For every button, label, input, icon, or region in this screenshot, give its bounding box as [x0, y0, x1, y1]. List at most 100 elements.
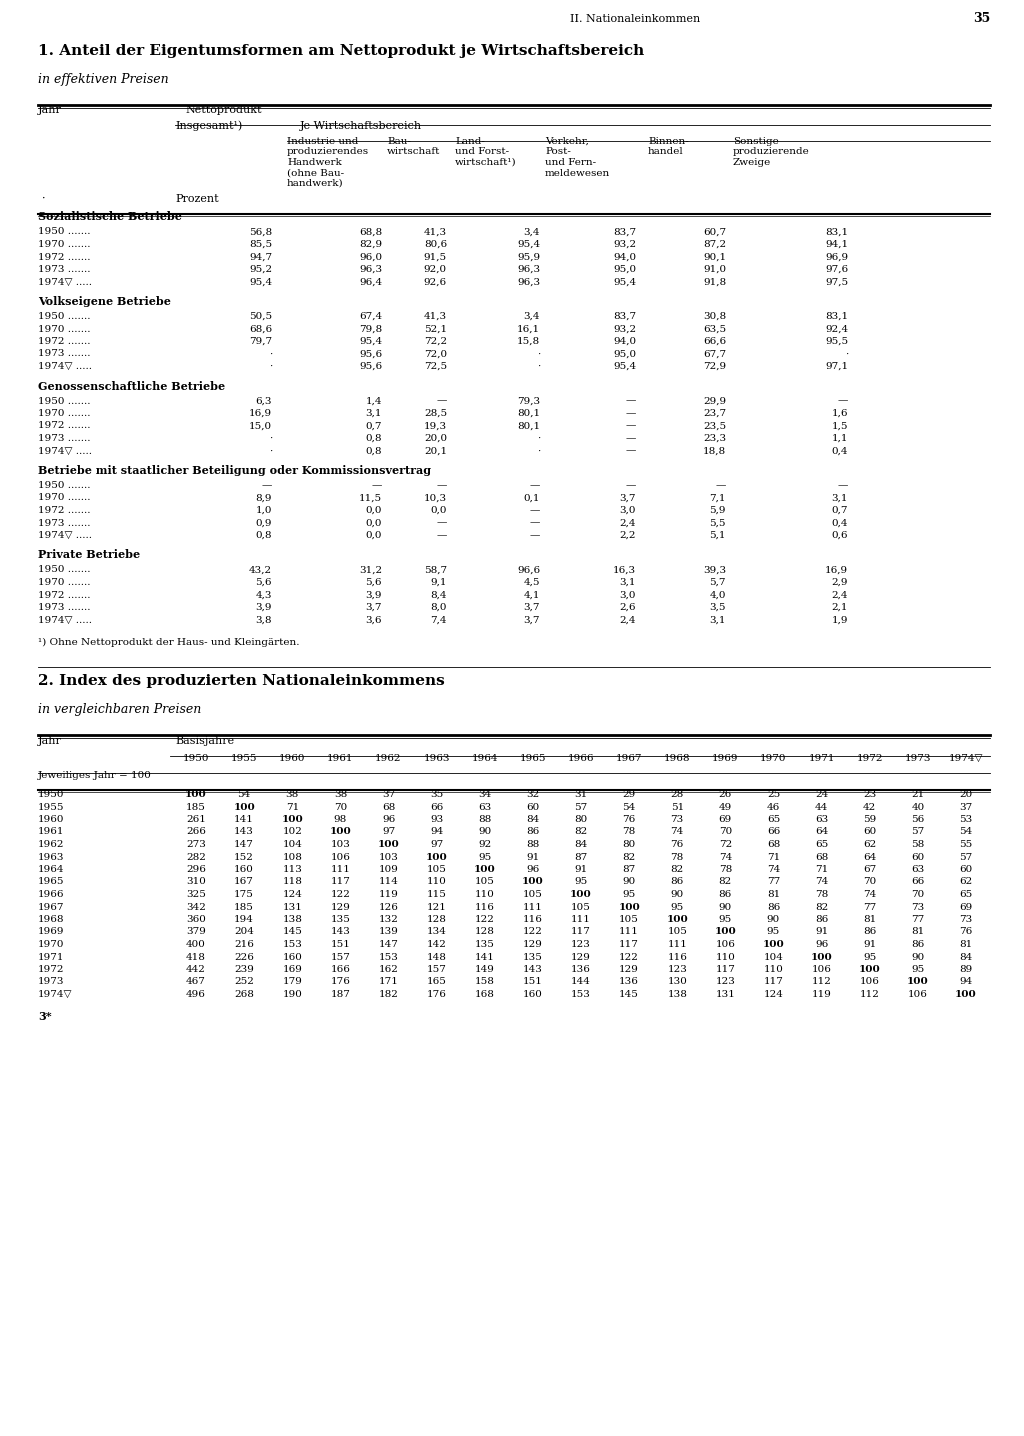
Text: 71: 71	[815, 864, 828, 875]
Text: 76: 76	[959, 928, 973, 936]
Text: 0,7: 0,7	[366, 422, 382, 431]
Text: —: —	[436, 518, 447, 527]
Text: 95,4: 95,4	[517, 240, 540, 248]
Text: 80,1: 80,1	[517, 409, 540, 418]
Text: 81: 81	[863, 915, 877, 923]
Text: 190: 190	[283, 989, 302, 999]
Text: 1972: 1972	[856, 754, 883, 763]
Text: 116: 116	[475, 902, 495, 912]
Text: 94,0: 94,0	[613, 337, 636, 346]
Text: ·: ·	[537, 434, 540, 442]
Text: 94,0: 94,0	[613, 253, 636, 261]
Text: 66: 66	[911, 877, 925, 886]
Text: 1950: 1950	[183, 754, 209, 763]
Text: ¹) Ohne Nettoprodukt der Haus- und Kleingärten.: ¹) Ohne Nettoprodukt der Haus- und Klein…	[38, 638, 299, 648]
Text: 16,9: 16,9	[249, 409, 272, 418]
Text: 41,3: 41,3	[424, 312, 447, 322]
Text: 93,2: 93,2	[613, 240, 636, 248]
Text: —: —	[261, 481, 272, 490]
Text: 59: 59	[863, 816, 877, 824]
Text: wirtschaft¹): wirtschaft¹)	[455, 158, 517, 167]
Text: 1966: 1966	[567, 754, 594, 763]
Text: 86: 86	[815, 915, 828, 923]
Text: 15,0: 15,0	[249, 422, 272, 431]
Text: 2,4: 2,4	[831, 590, 848, 599]
Text: 1,5: 1,5	[831, 422, 848, 431]
Text: 54: 54	[623, 803, 636, 811]
Text: produzierendes: produzierendes	[287, 148, 369, 157]
Text: 5,7: 5,7	[710, 579, 726, 587]
Text: 134: 134	[427, 928, 446, 936]
Text: 1950 .......: 1950 .......	[38, 481, 90, 490]
Text: 18,8: 18,8	[702, 447, 726, 455]
Text: 76: 76	[671, 840, 684, 849]
Text: 72,2: 72,2	[424, 337, 447, 346]
Text: 92,4: 92,4	[825, 325, 848, 333]
Text: ·: ·	[845, 349, 848, 359]
Text: Basisjahre: Basisjahre	[175, 737, 234, 745]
Text: 66,6: 66,6	[702, 337, 726, 346]
Text: 16,1: 16,1	[517, 325, 540, 333]
Text: 95,5: 95,5	[825, 337, 848, 346]
Text: 40: 40	[911, 803, 925, 811]
Text: 54: 54	[238, 790, 251, 798]
Text: 1970 .......: 1970 .......	[38, 494, 90, 503]
Text: 35: 35	[430, 790, 443, 798]
Text: 0,0: 0,0	[366, 518, 382, 527]
Text: 0,4: 0,4	[831, 518, 848, 527]
Text: 1962: 1962	[375, 754, 401, 763]
Text: 9,1: 9,1	[430, 579, 447, 587]
Text: 16,9: 16,9	[825, 566, 848, 574]
Text: —: —	[626, 409, 636, 418]
Text: 86: 86	[526, 827, 540, 837]
Text: 100: 100	[570, 890, 592, 899]
Text: 162: 162	[379, 965, 398, 974]
Text: 104: 104	[283, 840, 302, 849]
Text: 144: 144	[571, 978, 591, 987]
Text: in effektiven Preisen: in effektiven Preisen	[38, 73, 169, 86]
Text: 1955: 1955	[38, 803, 65, 811]
Text: 95: 95	[623, 890, 636, 899]
Text: 1964: 1964	[471, 754, 498, 763]
Text: 63,5: 63,5	[702, 325, 726, 333]
Text: 82: 82	[574, 827, 588, 837]
Text: 1965: 1965	[38, 877, 65, 886]
Text: 126: 126	[379, 902, 398, 912]
Text: 96: 96	[526, 864, 540, 875]
Text: 1974▽ .....: 1974▽ .....	[38, 616, 92, 625]
Text: 5,1: 5,1	[710, 531, 726, 540]
Text: 83,1: 83,1	[825, 312, 848, 322]
Text: Land-: Land-	[455, 136, 485, 146]
Text: 69: 69	[959, 902, 973, 912]
Text: 1974▽: 1974▽	[38, 989, 73, 999]
Text: 130: 130	[668, 978, 687, 987]
Text: 95,0: 95,0	[613, 349, 636, 359]
Text: —: —	[626, 481, 636, 490]
Text: 37: 37	[382, 790, 395, 798]
Text: in vergleichbaren Preisen: in vergleichbaren Preisen	[38, 704, 202, 717]
Text: 44: 44	[815, 803, 828, 811]
Text: 91: 91	[526, 853, 540, 862]
Text: 91,8: 91,8	[702, 277, 726, 287]
Text: handel: handel	[648, 148, 684, 157]
Text: 153: 153	[283, 941, 302, 949]
Text: 23: 23	[863, 790, 877, 798]
Text: 379: 379	[186, 928, 206, 936]
Text: 37: 37	[959, 803, 973, 811]
Text: 3,1: 3,1	[831, 494, 848, 503]
Text: 57: 57	[574, 803, 588, 811]
Text: 106: 106	[812, 965, 831, 974]
Text: 74: 74	[863, 890, 877, 899]
Text: 74: 74	[815, 877, 828, 886]
Text: 112: 112	[860, 989, 880, 999]
Text: 96,0: 96,0	[358, 253, 382, 261]
Text: 1950 .......: 1950 .......	[38, 227, 90, 237]
Text: und Fern-: und Fern-	[545, 158, 596, 167]
Text: 1973 .......: 1973 .......	[38, 434, 90, 442]
Text: 57: 57	[911, 827, 925, 837]
Text: 70: 70	[719, 827, 732, 837]
Text: 100: 100	[282, 816, 303, 824]
Text: 90,1: 90,1	[702, 253, 726, 261]
Text: 25: 25	[767, 790, 780, 798]
Text: 95,4: 95,4	[358, 337, 382, 346]
